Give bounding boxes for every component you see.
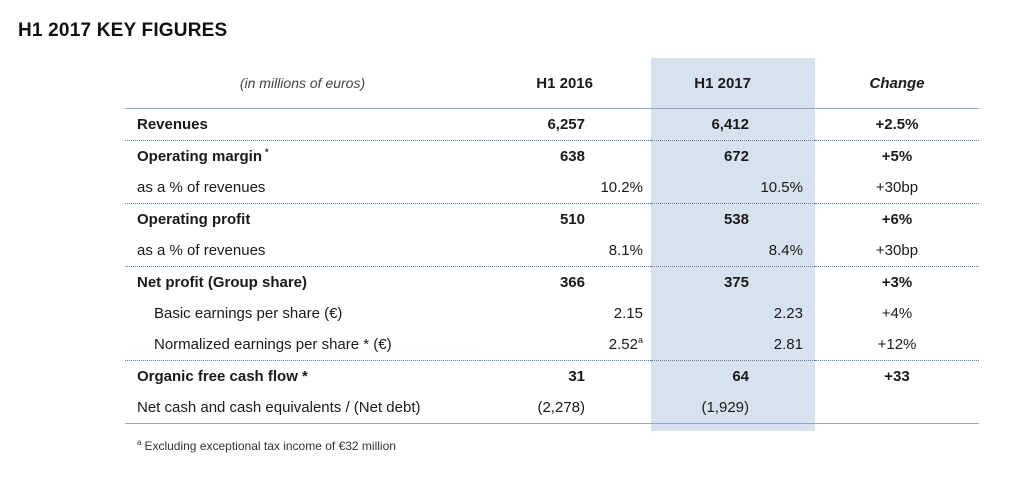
unit-header: (in millions of euros) bbox=[125, 58, 480, 109]
table-row: Operating profit 510 538 +6% bbox=[125, 204, 979, 236]
h1-2017-value: 672 bbox=[723, 148, 749, 165]
row-label: as a % of revenues bbox=[125, 172, 480, 204]
h1-2016-value-cell: 2.52a bbox=[480, 329, 651, 361]
h1-2017-value: 375 bbox=[723, 274, 749, 291]
row-label-cell: Operating margin * bbox=[125, 141, 480, 173]
h1-2016-value: 6,257 bbox=[480, 108, 651, 141]
h1-2017-value: 2.81 bbox=[651, 329, 815, 361]
change-value: +3% bbox=[881, 274, 913, 291]
table-row: Organic free cash flow * 31 64 +33 bbox=[125, 361, 979, 393]
h1-2016-value: 8.1% bbox=[480, 235, 651, 267]
table-row: as a % of revenues 8.1% 8.4% +30bp bbox=[125, 235, 979, 267]
key-figures-table: (in millions of euros) H1 2016 H1 2017 C… bbox=[125, 58, 979, 424]
table-row: Net profit (Group share) 366 375 +3% bbox=[125, 267, 979, 299]
h1-2016-value: 510 bbox=[559, 211, 585, 228]
table-row: Operating margin * 638 672 +5% bbox=[125, 141, 979, 173]
change-value: +4% bbox=[881, 305, 913, 322]
h1-2016-value: 2.52 bbox=[608, 336, 638, 353]
key-figures-table-container: (in millions of euros) H1 2016 H1 2017 C… bbox=[125, 58, 979, 424]
h1-2017-header: H1 2017 bbox=[651, 58, 815, 109]
footnote: a Excluding exceptional tax income of €32… bbox=[137, 438, 396, 454]
table-row: Revenues 6,257 6,412 +2.5% bbox=[125, 108, 979, 141]
change-value: +6% bbox=[881, 211, 913, 228]
h1-2017-value: 6,412 bbox=[651, 108, 815, 141]
h1-2016-value: 2.15 bbox=[613, 305, 643, 322]
row-label: Revenues bbox=[125, 108, 480, 141]
table-row: Normalized earnings per share * (€) 2.52… bbox=[125, 329, 979, 361]
value-footnote-mark: a bbox=[637, 335, 643, 345]
label-footnote-mark: * bbox=[265, 147, 269, 157]
footnote-mark: a bbox=[137, 438, 142, 447]
h1-2017-value: 10.5% bbox=[651, 172, 815, 204]
table-row: as a % of revenues 10.2% 10.5% +30bp bbox=[125, 172, 979, 204]
h1-2017-value: 2.23 bbox=[773, 305, 803, 322]
row-label: Basic earnings per share (€) bbox=[154, 305, 343, 322]
h1-2017-value: 64 bbox=[732, 368, 749, 385]
change-header: Change bbox=[815, 58, 979, 109]
h1-2017-value: (1,929) bbox=[651, 392, 815, 424]
row-label: Organic free cash flow * bbox=[137, 368, 308, 385]
row-label: Operating profit bbox=[137, 211, 251, 228]
change-value bbox=[815, 392, 979, 424]
row-label: Normalized earnings per share * (€) bbox=[125, 329, 480, 361]
change-value: +30bp bbox=[815, 172, 979, 204]
table-row: Net cash and cash equivalents / (Net deb… bbox=[125, 392, 979, 424]
h1-2016-value: (2,278) bbox=[480, 392, 651, 424]
change-value: +12% bbox=[815, 329, 979, 361]
h1-2017-value: 538 bbox=[723, 211, 749, 228]
h1-2016-value: 366 bbox=[559, 274, 585, 291]
change-value: +33 bbox=[884, 368, 910, 385]
row-label: as a % of revenues bbox=[125, 235, 480, 267]
h1-2017-value: 8.4% bbox=[651, 235, 815, 267]
change-value: +30bp bbox=[815, 235, 979, 267]
h1-2016-value: 638 bbox=[559, 148, 585, 165]
h1-2016-value: 31 bbox=[568, 368, 585, 385]
table-row: Basic earnings per share (€) 2.15 2.23 +… bbox=[125, 298, 979, 329]
change-value: +2.5% bbox=[815, 108, 979, 141]
page-title: H1 2017 KEY FIGURES bbox=[18, 20, 228, 41]
h1-2016-header: H1 2016 bbox=[480, 58, 651, 109]
table-header-row: (in millions of euros) H1 2016 H1 2017 C… bbox=[125, 58, 979, 109]
row-label: Net cash and cash equivalents / (Net deb… bbox=[125, 392, 480, 424]
row-label: Operating margin bbox=[137, 148, 263, 165]
change-value: +5% bbox=[881, 148, 913, 165]
row-label: Net profit (Group share) bbox=[137, 274, 308, 291]
h1-2016-value: 10.2% bbox=[480, 172, 651, 204]
footnote-text: Excluding exceptional tax income of €32 … bbox=[144, 439, 396, 453]
